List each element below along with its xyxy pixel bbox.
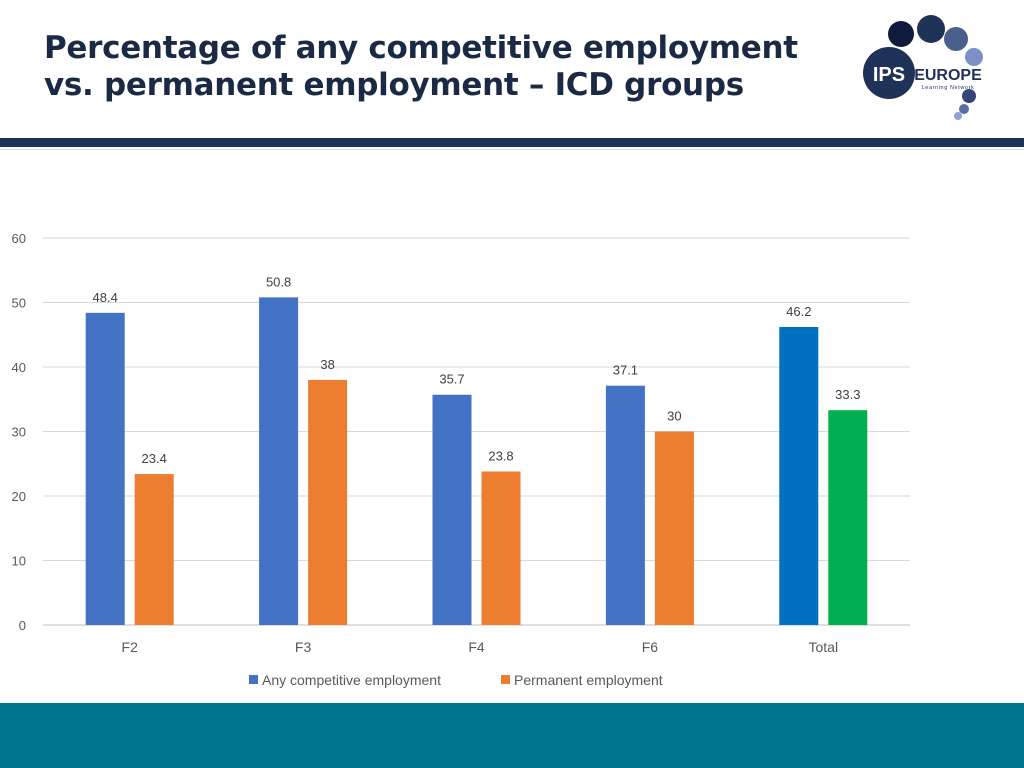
logo-dot	[965, 48, 983, 66]
logo-dot	[959, 104, 969, 114]
y-tick-label: 50	[12, 296, 26, 311]
data-label: 46.2	[786, 304, 811, 319]
bar	[654, 431, 694, 625]
x-tick-label: F4	[468, 639, 485, 655]
legend-swatch	[249, 675, 258, 684]
bar	[85, 312, 125, 625]
data-label: 23.4	[142, 451, 167, 466]
slide-title-line-1: Percentage of any competitive employment	[44, 30, 798, 66]
slide-title: Percentage of any competitive employment…	[44, 30, 804, 104]
y-tick-label: 10	[12, 554, 26, 569]
bar-chart: 0 10 20 30 40 50 60 F2 48.4 23.4 F3 50.8 38 F4 35.7 23.…	[12, 231, 910, 688]
y-tick-label: 40	[12, 360, 26, 375]
ips-europe-logo: IPS EUROPE Learning Network	[863, 15, 983, 120]
y-tick-label: 60	[12, 231, 26, 246]
data-label: 33.3	[835, 387, 860, 402]
y-tick-label: 0	[19, 618, 26, 633]
legend-swatch	[501, 675, 510, 684]
logo-sub-text: Learning Network	[922, 85, 975, 91]
logo-dot	[944, 27, 968, 51]
data-label: 30	[667, 409, 681, 424]
logo-main-text: IPS	[873, 64, 905, 86]
footer-band	[0, 703, 1024, 768]
x-tick-label: F6	[642, 639, 659, 655]
logo-side-text: EUROPE	[914, 67, 982, 84]
x-tick-label: F3	[295, 639, 312, 655]
logo-dot	[888, 21, 914, 47]
legend-label: Permanent employment	[514, 672, 663, 688]
data-label: 37.1	[613, 363, 638, 378]
slide-title-line-2: vs. permanent employment – ICD groups	[44, 67, 744, 103]
logo-dot	[917, 15, 945, 43]
logo-dot	[962, 89, 976, 103]
bar	[308, 379, 348, 625]
data-label: 50.8	[266, 274, 291, 289]
bar	[259, 297, 299, 625]
bar	[432, 394, 472, 625]
bar	[779, 327, 819, 625]
data-label: 23.8	[488, 448, 513, 463]
x-tick-label: F2	[122, 639, 139, 655]
data-label: 35.7	[439, 372, 464, 387]
logo-main-circle	[863, 47, 915, 99]
bar	[605, 385, 645, 625]
data-label: 38	[320, 357, 334, 372]
data-label: 48.4	[93, 290, 118, 305]
logo-dot	[954, 112, 962, 120]
header-divider-line	[0, 149, 1024, 150]
y-tick-label: 30	[12, 425, 26, 440]
bar	[828, 410, 868, 625]
legend-label: Any competitive employment	[262, 672, 441, 688]
bar	[481, 471, 521, 625]
x-tick-label: Total	[809, 639, 839, 655]
bar	[134, 474, 174, 625]
y-tick-label: 20	[12, 489, 26, 504]
header-divider	[0, 138, 1024, 147]
